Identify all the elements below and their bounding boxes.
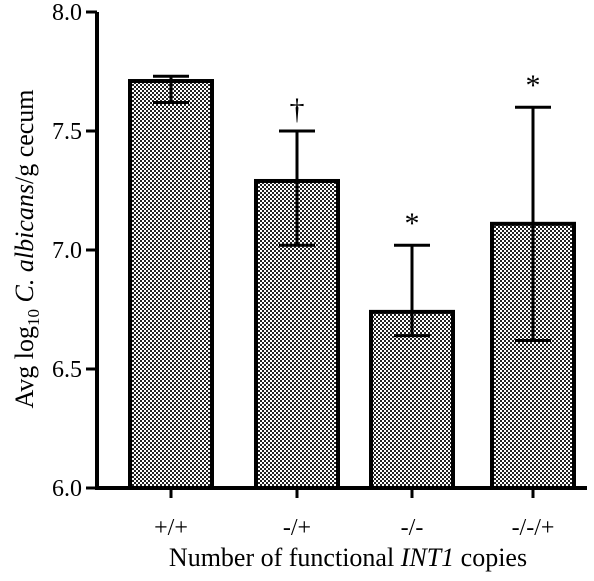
y-axis-title-part: C. albicans [10,184,39,309]
significance-marker: † [290,93,305,126]
x-tick-label: -/- [401,515,424,541]
error-bars-group [153,74,551,342]
significance-marker: * [405,207,420,240]
x-axis-title-part: copies [454,543,527,572]
bar [369,309,455,490]
y-tick-label: 6.5 [52,357,82,383]
x-tick-label: +/+ [154,515,188,541]
x-tick-label: -/-/+ [512,515,555,541]
labels-group: 6.0 6.5 7.0 7.5 8.0 +/+ -/+ † -/- * -/-/+ * [52,0,554,541]
y-axis-title-part: /g cecum [10,89,39,184]
x-axis-title-part: Number of functional [169,543,401,572]
x-axis-title: Number of functional INT1 copies [169,543,527,572]
y-tick-label: 7.0 [52,238,82,264]
bar [128,79,214,491]
y-axis-title-part: 10 [24,309,43,326]
y-tick-label: 7.5 [52,119,82,145]
y-tick-label: 8.0 [52,0,82,26]
y-axis-title-part: Avg log [10,326,39,409]
y-axis-title: Avg log10 C. albicans/g cecum [10,89,43,408]
x-tick-label: -/+ [283,515,311,541]
y-tick-label: 6.0 [52,476,82,502]
bars-group [128,79,576,491]
x-axis-title-part: INT1 [400,543,454,572]
significance-marker: * [526,69,541,102]
